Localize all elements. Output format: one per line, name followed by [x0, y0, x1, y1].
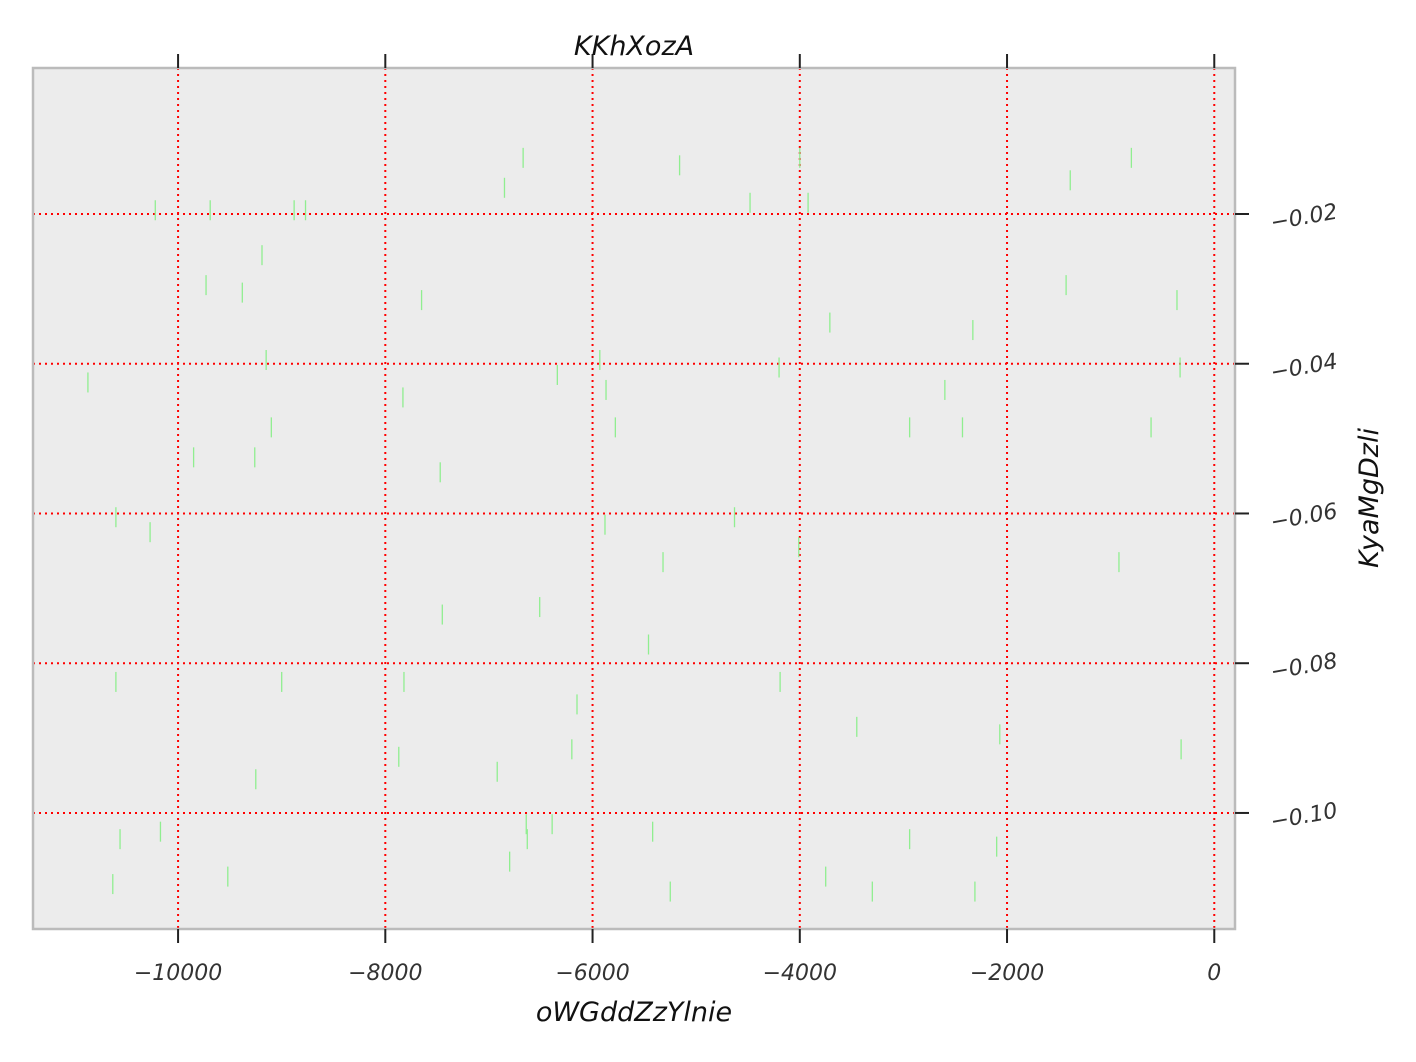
plot-frame [31, 66, 1237, 931]
x-tick-label: 0 [1207, 961, 1221, 986]
x-tick-label: −2000 [970, 961, 1044, 986]
plot-background [33, 68, 1235, 929]
y-axis-label: KyaMgDzli [1354, 428, 1385, 568]
x-tick-label: −6000 [555, 961, 629, 986]
chart-title: KKhXozA [574, 31, 694, 62]
y-tick-label: −0.02 [1269, 200, 1340, 236]
y-tick-label: −0.06 [1269, 499, 1340, 535]
y-tick-label: −0.10 [1269, 799, 1340, 835]
x-tick-label: −10000 [134, 961, 222, 986]
y-tick-label: −0.04 [1269, 349, 1340, 385]
grid [33, 68, 1235, 929]
data-markers [87, 147, 1182, 902]
y-tick-label: −0.08 [1269, 649, 1340, 685]
x-axis-label: oWGddZzYlnie [536, 997, 732, 1028]
plot-border [31, 66, 1237, 931]
x-tick-label: −4000 [763, 961, 837, 986]
x-tick-label: −8000 [348, 961, 422, 986]
